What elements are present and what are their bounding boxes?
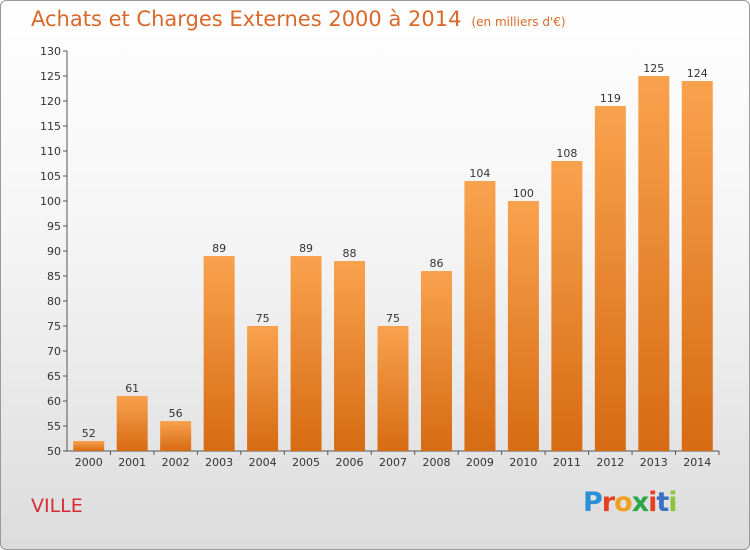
x-tick-label: 2006 (336, 456, 364, 469)
y-tick-label: 130 (40, 45, 61, 58)
x-tick-label: 2005 (292, 456, 320, 469)
bar-2000 (73, 441, 105, 451)
data-label-2011: 108 (556, 147, 577, 160)
y-tick-label: 80 (47, 295, 61, 308)
y-tick-label: 95 (47, 220, 61, 233)
bar-2002 (160, 421, 192, 451)
data-label-2004: 75 (256, 312, 270, 325)
y-tick-label: 60 (47, 395, 61, 408)
data-label-2007: 75 (386, 312, 400, 325)
data-label-2012: 119 (600, 92, 621, 105)
data-label-2001: 61 (125, 382, 139, 395)
data-label-2009: 104 (469, 167, 490, 180)
y-tick-label: 125 (40, 70, 61, 83)
y-tick-label: 90 (47, 245, 61, 258)
bar-2011 (551, 161, 583, 451)
bar-2004 (247, 326, 279, 451)
y-tick-label: 70 (47, 345, 61, 358)
y-tick-label: 55 (47, 420, 61, 433)
data-label-2013: 125 (643, 62, 664, 75)
chart-unit: (en milliers d'€) (471, 15, 566, 29)
x-tick-label: 2007 (379, 456, 407, 469)
bar-2001 (116, 396, 148, 451)
x-tick-label: 2002 (162, 456, 190, 469)
logo-letter: o (614, 487, 633, 518)
location-label: VILLE (31, 495, 83, 517)
x-tick-label: 2000 (75, 456, 103, 469)
bar-2008 (420, 271, 452, 451)
logo-letter: t (656, 487, 669, 518)
y-axis: 50 55 60 65 70 75 80 85 90 95 100 105 110 115 120 125 13… (40, 45, 68, 458)
data-label-2005: 89 (299, 242, 313, 255)
proxiti-logo: Proxiti (583, 487, 678, 518)
bar-2012 (594, 106, 626, 451)
logo-letter: P (583, 487, 603, 518)
bar-2006 (334, 261, 366, 451)
data-label-2014: 124 (687, 67, 708, 80)
chart-title: Achats et Charges Externes 2000 à 2014 (e… (31, 7, 566, 31)
logo-letter: i (648, 487, 657, 518)
data-labels: 52 61 56 89 75 89 88 75 86 104 100 108 119 125 124 (82, 62, 708, 440)
bar-2007 (377, 326, 409, 451)
y-tick-label: 100 (40, 195, 61, 208)
x-tick-label: 2010 (509, 456, 537, 469)
chart-title-main: Achats et Charges Externes 2000 à 2014 (31, 7, 462, 31)
y-tick-label: 120 (40, 95, 61, 108)
data-label-2000: 52 (82, 427, 96, 440)
bar-2009 (464, 181, 496, 451)
logo-letter: i (668, 487, 677, 518)
y-tick-label: 50 (47, 445, 61, 458)
y-tick-label: 65 (47, 370, 61, 383)
x-tick-label: 2008 (422, 456, 450, 469)
data-label-2008: 86 (429, 257, 443, 270)
bar-2014 (681, 81, 713, 451)
data-label-2010: 100 (513, 187, 534, 200)
x-tick-label: 2012 (596, 456, 624, 469)
bar-2013 (638, 76, 670, 451)
x-tick-label: 2009 (466, 456, 494, 469)
y-tick-label: 110 (40, 145, 61, 158)
x-tick-label: 2014 (683, 456, 711, 469)
logo-letter: r (601, 487, 615, 518)
x-tick-label: 2004 (249, 456, 277, 469)
data-label-2002: 56 (169, 407, 183, 420)
bar-2003 (203, 256, 235, 451)
x-tick-label: 2001 (118, 456, 146, 469)
logo-letter: x (631, 487, 649, 518)
x-tick-label: 2011 (553, 456, 581, 469)
data-label-2006: 88 (343, 247, 357, 260)
x-axis: 2000 2001 2002 2003 2004 2005 2006 2007 2008 2009… (67, 450, 720, 469)
bars (73, 76, 713, 451)
x-tick-label: 2013 (640, 456, 668, 469)
y-tick-label: 85 (47, 270, 61, 283)
y-tick-label: 105 (40, 170, 61, 183)
y-tick-label: 115 (40, 120, 61, 133)
data-label-2003: 89 (212, 242, 226, 255)
bar-2010 (507, 201, 539, 451)
y-tick-label: 75 (47, 320, 61, 333)
bar-2005 (290, 256, 322, 451)
x-tick-label: 2003 (205, 456, 233, 469)
